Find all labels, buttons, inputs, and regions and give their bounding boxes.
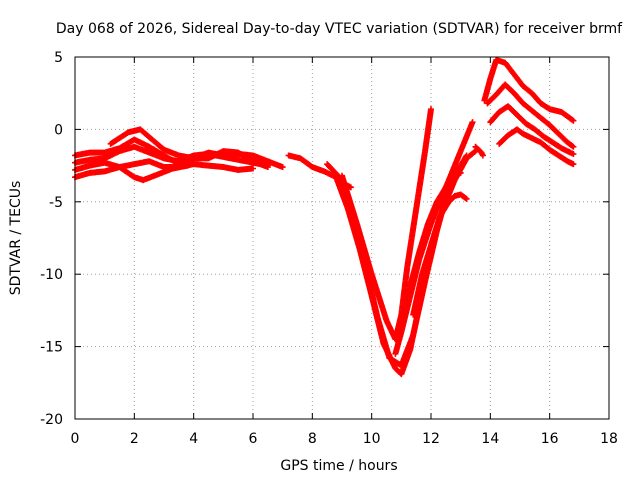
y-tick-label: -15 bbox=[40, 340, 63, 356]
x-tick-label: 6 bbox=[249, 431, 258, 447]
series-track-12 bbox=[336, 178, 354, 191]
plot-frame bbox=[74, 56, 610, 420]
y-axis-label: SDTVAR / TECUs bbox=[8, 181, 24, 296]
data-series bbox=[72, 56, 577, 378]
data-point bbox=[462, 195, 469, 202]
data-point bbox=[570, 117, 577, 124]
x-tick-label: 14 bbox=[481, 431, 499, 447]
data-point bbox=[570, 161, 577, 168]
x-tick-label: 8 bbox=[308, 431, 317, 447]
data-point bbox=[463, 152, 470, 159]
series-track-2 bbox=[72, 143, 271, 169]
series-track-3 bbox=[72, 158, 256, 181]
data-point bbox=[469, 119, 476, 126]
y-tick-label: -5 bbox=[49, 195, 63, 211]
series-track-15 bbox=[484, 81, 577, 150]
data-point bbox=[570, 151, 577, 158]
data-point bbox=[279, 164, 286, 171]
y-tick-label: 0 bbox=[54, 122, 63, 138]
series-track-13 bbox=[472, 143, 486, 159]
data-point bbox=[471, 149, 478, 156]
series-track-16 bbox=[487, 103, 577, 158]
data-point bbox=[347, 184, 354, 191]
series-track-4 bbox=[72, 159, 191, 184]
x-tick-label: 18 bbox=[600, 431, 618, 447]
data-point bbox=[569, 142, 576, 149]
grid-lines bbox=[75, 57, 609, 419]
x-tick-label: 2 bbox=[130, 431, 139, 447]
series-track-8 bbox=[339, 106, 434, 343]
chart-title: Day 068 of 2026, Sidereal Day-to-day VTE… bbox=[56, 21, 623, 37]
data-point bbox=[570, 143, 577, 150]
y-tick-label: 5 bbox=[54, 50, 63, 66]
data-point bbox=[457, 169, 464, 176]
series-track-11 bbox=[410, 191, 470, 318]
series-track-14 bbox=[481, 56, 577, 124]
series-track-17 bbox=[496, 126, 577, 168]
data-point bbox=[184, 162, 191, 169]
series-track-5 bbox=[107, 126, 271, 171]
y-tick-label: -10 bbox=[40, 267, 63, 283]
data-point bbox=[479, 152, 486, 159]
data-point bbox=[264, 164, 271, 171]
x-tick-label: 12 bbox=[422, 431, 440, 447]
x-axis-label: GPS time / hours bbox=[280, 458, 397, 474]
data-point bbox=[463, 195, 470, 202]
x-tick-label: 0 bbox=[71, 431, 80, 447]
y-tick-label: -20 bbox=[40, 412, 63, 428]
data-point bbox=[250, 165, 256, 172]
axis-ticks: 0 2 4 6 8 10 12 14 16 18 -20 -15 -10 -5 0 5 bbox=[40, 50, 618, 447]
x-tick-label: 16 bbox=[541, 431, 559, 447]
series-track-10 bbox=[398, 169, 464, 328]
x-tick-label: 10 bbox=[363, 431, 381, 447]
x-tick-label: 4 bbox=[189, 431, 198, 447]
data-point bbox=[428, 106, 434, 113]
